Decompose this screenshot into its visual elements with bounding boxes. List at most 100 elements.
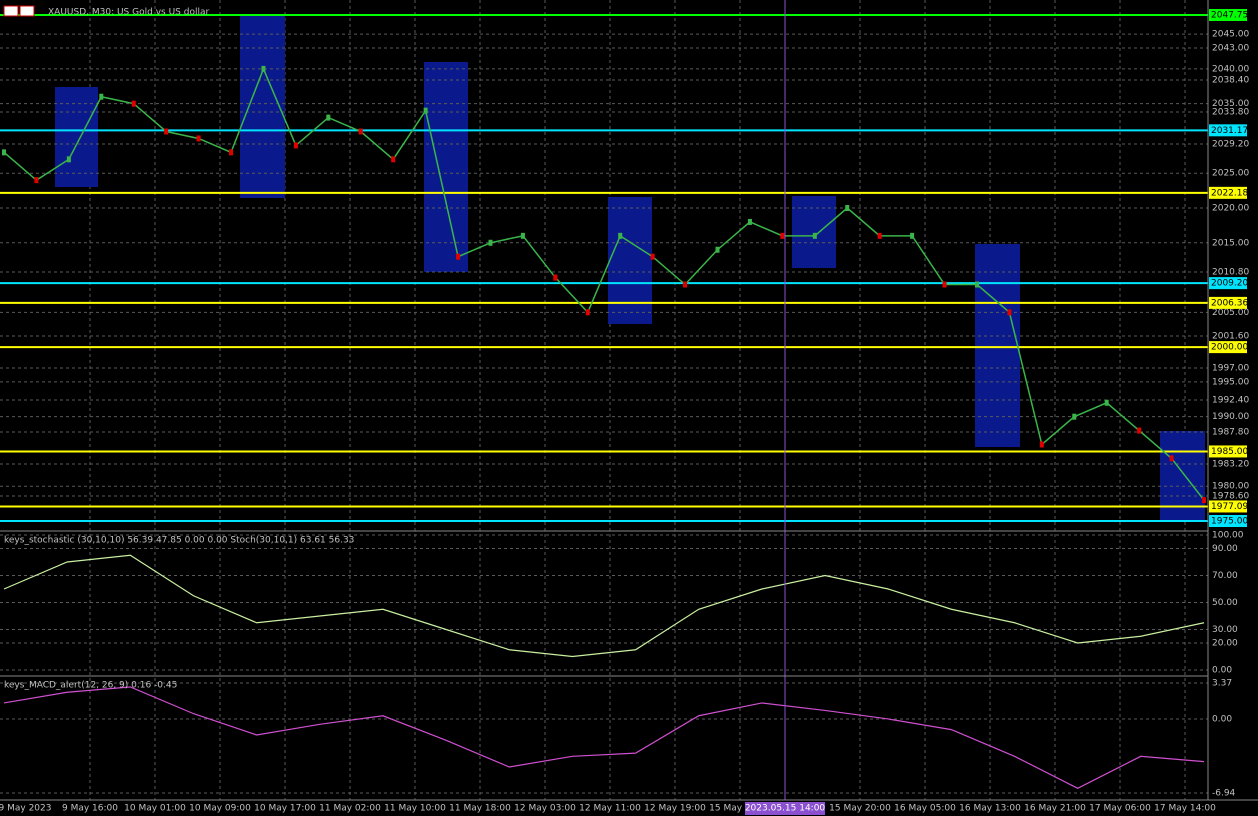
macd-label: keys_MACD_alert(12, 26, 9) 0.16 -0.45 [4, 681, 177, 691]
chart-title: XAUUSD, M30: US Gold vs US dollar [48, 8, 209, 18]
price-tick-label: 2038.40 [1212, 76, 1249, 86]
price-candle [520, 232, 525, 239]
price-tick-label: 2033.80 [1212, 108, 1249, 118]
macd-line [3, 686, 1205, 789]
level-tag [1209, 9, 1247, 21]
price-candle [358, 128, 363, 135]
stochastic-label: keys_stochastic (30,10,10) 56.39 47.85 0… [4, 536, 354, 546]
price-tick-label: 1980.00 [1212, 482, 1249, 492]
time-label: 16 May 05:00 [894, 804, 956, 814]
stoch-line [3, 554, 1205, 658]
time-label: 16 May 21:00 [1024, 804, 1086, 814]
time-label: 10 May 01:00 [124, 804, 186, 814]
price-tick-label: 2005.00 [1212, 308, 1249, 318]
price-candle [942, 281, 947, 288]
chart-icon [3, 5, 19, 17]
chart-icon [19, 5, 35, 17]
session-box [1160, 431, 1205, 520]
session-box [792, 196, 836, 268]
price-candle [488, 239, 493, 246]
price-tick-label: 1987.80 [1212, 427, 1249, 437]
price-candle [196, 135, 201, 142]
time-label: 15 May 04:00 [709, 804, 771, 814]
price-candle [261, 65, 266, 72]
chart-layer [0, 0, 1208, 800]
price-tick-label: 2010.80 [1212, 267, 1249, 277]
level-tag [1209, 341, 1247, 354]
level-label: 2022.18 [1211, 188, 1248, 198]
price-candle [229, 149, 234, 156]
price-candle [1104, 399, 1109, 406]
session-box [424, 62, 468, 272]
price-line [3, 66, 1205, 501]
price-candle [423, 107, 428, 114]
price-candle [780, 232, 785, 239]
session-box [240, 15, 285, 198]
macd-tick-label: 3.37 [1212, 679, 1232, 689]
price-tick-label: 1983.20 [1212, 459, 1249, 469]
price-tick-label: 2035.00 [1212, 99, 1249, 109]
price-tick-label: 2045.00 [1212, 30, 1249, 40]
price-candle [66, 156, 71, 163]
price-tick-label: 2040.00 [1212, 64, 1249, 74]
time-label: 17 May 14:00 [1154, 804, 1216, 814]
price-candle [1137, 427, 1142, 434]
price-candle [34, 177, 39, 184]
price-candle [845, 205, 850, 212]
price-candle [585, 309, 590, 316]
level-tag [1209, 186, 1247, 199]
price-axis-bg [1208, 0, 1258, 816]
price-tick-label: 2020.00 [1212, 204, 1249, 214]
level-label: 2031.17 [1211, 126, 1248, 136]
level-label: 1977.09 [1211, 502, 1248, 512]
price-candle [1202, 497, 1206, 504]
time-label: 12 May 19:00 [644, 804, 706, 814]
price-candle [650, 253, 655, 260]
price-tick-label: 2029.20 [1212, 140, 1249, 150]
time-label: 11 May 02:00 [319, 804, 381, 814]
price-tick-label: 2025.00 [1212, 169, 1249, 179]
price-candle [974, 281, 979, 288]
level-tag [1209, 124, 1247, 137]
level-label: 2047.75 [1211, 11, 1248, 21]
session-box [975, 244, 1020, 447]
level-tag [1209, 296, 1247, 309]
stoch-tick-label: 30.00 [1212, 625, 1238, 635]
time-label: 15 May 20:00 [829, 804, 891, 814]
crosshair-label: 2023.05.15 14:00 [745, 804, 826, 814]
macd-tick-label: 0.00 [1212, 714, 1232, 724]
price-tick-label: 2043.00 [1212, 44, 1249, 54]
time-label: 11 May 10:00 [384, 804, 446, 814]
stoch-tick-label: 20.00 [1212, 639, 1238, 649]
level-label: 2000.00 [1211, 343, 1248, 353]
price-candle [747, 218, 752, 225]
price-candle [1039, 441, 1044, 448]
session-box [55, 87, 98, 187]
price-tick-label: 1997.00 [1212, 363, 1249, 373]
level-label: 1975.00 [1211, 517, 1248, 527]
price-candle [131, 100, 136, 107]
time-label: 10 May 17:00 [254, 804, 316, 814]
price-candle [164, 128, 169, 135]
stoch-tick-label: 70.00 [1212, 571, 1238, 581]
price-tick-label: 2015.00 [1212, 238, 1249, 248]
time-label: 10 May 09:00 [189, 804, 251, 814]
price-tick-label: 2001.60 [1212, 331, 1249, 341]
price-candle [910, 232, 915, 239]
macd-tick-label: -6.94 [1212, 789, 1236, 799]
price-candle [1007, 309, 1012, 316]
level-label: 2006.36 [1211, 298, 1248, 308]
price-candle [618, 232, 623, 239]
price-candle [326, 114, 331, 121]
time-label: 9 May 16:00 [62, 804, 118, 814]
price-candle [1072, 413, 1077, 420]
price-candle [293, 142, 298, 149]
price-candle [99, 93, 104, 100]
price-candle [391, 156, 396, 163]
stoch-tick-label: 0.00 [1212, 666, 1232, 676]
time-label: 9 May 2023 [0, 804, 51, 814]
time-label: 17 May 06:00 [1089, 804, 1151, 814]
level-tag [1209, 500, 1247, 513]
